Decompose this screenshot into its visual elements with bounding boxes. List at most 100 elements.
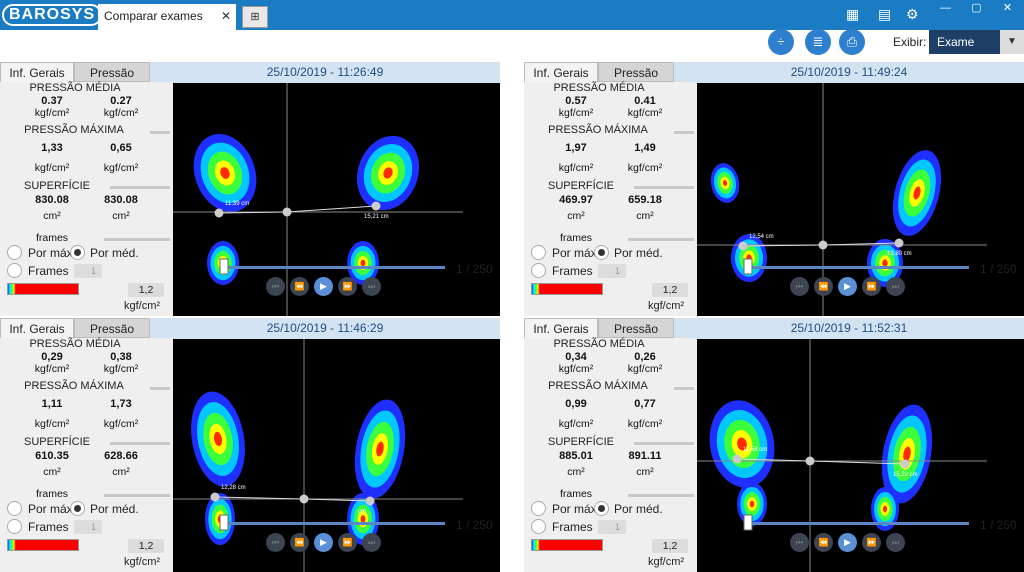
radio-por-med[interactable] (594, 501, 609, 516)
frames-radio-label[interactable]: Frames (28, 520, 69, 534)
print-icon[interactable]: ⎙ (839, 29, 865, 55)
frames-radio-label[interactable]: Frames (28, 264, 69, 278)
next-frame-button[interactable]: ⏩ (862, 533, 881, 552)
slider-frames[interactable] (628, 494, 694, 497)
timeline-thumb[interactable] (743, 258, 753, 275)
timeline-track[interactable] (749, 522, 969, 525)
slider-superficie[interactable] (110, 186, 170, 189)
scale-value[interactable]: 1,2 (652, 539, 688, 553)
measure-handle[interactable] (894, 238, 904, 248)
slider-frames[interactable] (104, 238, 170, 241)
compare-icon[interactable]: ÷ (768, 29, 794, 55)
play-button[interactable]: ▶ (838, 277, 857, 296)
frames-input[interactable]: 1 (598, 264, 626, 278)
play-button[interactable]: ▶ (314, 533, 333, 552)
tab-comparar-exames[interactable]: Comparar exames ✕ (98, 4, 236, 30)
report-icon[interactable]: ≣ (805, 29, 831, 55)
radio-por-max[interactable] (7, 501, 22, 516)
radio-frames[interactable] (7, 519, 22, 534)
first-frame-button[interactable]: ⏮ (790, 533, 809, 552)
next-frame-button[interactable]: ⏩ (338, 533, 357, 552)
tab-pressao[interactable]: Pressão (598, 318, 674, 338)
slider-superficie[interactable] (110, 442, 170, 445)
measure-handle[interactable] (210, 492, 220, 502)
first-frame-button[interactable]: ⏮ (266, 277, 285, 296)
slider-max[interactable] (674, 387, 694, 390)
por-max-label[interactable]: Por máx. (28, 246, 77, 260)
frames-radio-label[interactable]: Frames (552, 520, 593, 534)
measure-handle[interactable] (371, 201, 381, 211)
por-med-label[interactable]: Por méd. (614, 246, 663, 260)
timeline-track[interactable] (225, 266, 445, 269)
radio-por-med[interactable] (70, 501, 85, 516)
radio-por-max[interactable] (531, 501, 546, 516)
radio-por-med[interactable] (70, 245, 85, 260)
measure-handle[interactable] (365, 496, 375, 506)
radio-por-med[interactable] (594, 245, 609, 260)
slider-frames[interactable] (104, 494, 170, 497)
pressure-heatmap-view[interactable]: 11,58 cm 15,22 cm (697, 339, 1024, 572)
scale-value[interactable]: 1,2 (128, 283, 164, 297)
slider-max[interactable] (674, 131, 694, 134)
slider-max[interactable] (150, 131, 170, 134)
slider-max[interactable] (150, 387, 170, 390)
minimize-button[interactable]: — (940, 2, 951, 14)
frames-input[interactable]: 1 (598, 520, 626, 534)
slider-frames[interactable] (628, 238, 694, 241)
next-frame-button[interactable]: ⏩ (862, 277, 881, 296)
measure-handle[interactable] (805, 456, 815, 466)
pressure-heatmap-view[interactable]: 12,54 cm 13,80 cm (697, 83, 1024, 316)
tab-inf-gerais[interactable]: Inf. Gerais (524, 318, 598, 338)
tab-pressao[interactable]: Pressão (598, 62, 674, 82)
prev-frame-button[interactable]: ⏪ (290, 533, 309, 552)
chevron-down-icon[interactable]: ▼ (1000, 30, 1024, 54)
measure-handle[interactable] (738, 241, 748, 251)
scale-value[interactable]: 1,2 (652, 283, 688, 297)
radio-por-max[interactable] (7, 245, 22, 260)
measure-handle[interactable] (282, 207, 292, 217)
gear-icon[interactable]: ⚙ (906, 6, 919, 22)
new-tab-icon[interactable]: ⊞ (242, 6, 268, 28)
first-frame-button[interactable]: ⏮ (266, 533, 285, 552)
maximize-button[interactable]: ▢ (971, 2, 982, 14)
timeline-thumb[interactable] (219, 258, 229, 275)
exibir-select[interactable]: Exame ▼ (929, 30, 1024, 54)
document-icon[interactable]: ▤ (878, 6, 892, 22)
radio-frames[interactable] (7, 263, 22, 278)
prev-frame-button[interactable]: ⏪ (290, 277, 309, 296)
timeline-track[interactable] (749, 266, 969, 269)
tab-pressao[interactable]: Pressão (74, 318, 150, 338)
frames-input[interactable]: 1 (74, 520, 102, 534)
slider-superficie[interactable] (634, 442, 694, 445)
first-frame-button[interactable]: ⏮ (790, 277, 809, 296)
por-med-label[interactable]: Por méd. (90, 246, 139, 260)
last-frame-button[interactable]: ⏭ (362, 277, 381, 296)
measure-handle[interactable] (214, 208, 224, 218)
next-frame-button[interactable]: ⏩ (338, 277, 357, 296)
timeline-track[interactable] (225, 522, 445, 525)
close-button[interactable]: ✕ (1002, 2, 1013, 14)
por-max-label[interactable]: Por máx. (552, 246, 601, 260)
tab-inf-gerais[interactable]: Inf. Gerais (0, 62, 74, 82)
timeline-thumb[interactable] (743, 514, 753, 531)
tab-inf-gerais[interactable]: Inf. Gerais (524, 62, 598, 82)
scale-value[interactable]: 1,2 (128, 539, 164, 553)
radio-frames[interactable] (531, 519, 546, 534)
pressure-heatmap-view[interactable]: 11,39 cm 15,21 cm (173, 83, 500, 316)
por-max-label[interactable]: Por máx. (28, 502, 77, 516)
last-frame-button[interactable]: ⏭ (886, 533, 905, 552)
last-frame-button[interactable]: ⏭ (362, 533, 381, 552)
tab-close-icon[interactable]: ✕ (220, 9, 231, 23)
radio-por-max[interactable] (531, 245, 546, 260)
por-max-label[interactable]: Por máx. (552, 502, 601, 516)
por-med-label[interactable]: Por méd. (614, 502, 663, 516)
frames-input[interactable]: 1 (74, 264, 102, 278)
measure-handle[interactable] (900, 459, 910, 469)
measure-handle[interactable] (732, 454, 742, 464)
grid-icon[interactable]: ▦ (846, 6, 860, 22)
prev-frame-button[interactable]: ⏪ (814, 277, 833, 296)
frames-radio-label[interactable]: Frames (552, 264, 593, 278)
radio-frames[interactable] (531, 263, 546, 278)
timeline-thumb[interactable] (219, 514, 229, 531)
play-button[interactable]: ▶ (314, 277, 333, 296)
